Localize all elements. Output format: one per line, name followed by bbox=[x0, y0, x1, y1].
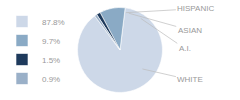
svg-text:87.8%: 87.8% bbox=[42, 18, 65, 27]
svg-text:HISPANIC: HISPANIC bbox=[177, 4, 214, 13]
svg-text:9.7%: 9.7% bbox=[42, 37, 60, 46]
svg-text:1.5%: 1.5% bbox=[42, 56, 60, 65]
svg-text:WHITE: WHITE bbox=[177, 75, 203, 84]
svg-text:A.I.: A.I. bbox=[179, 44, 191, 53]
svg-text:ASIAN: ASIAN bbox=[178, 26, 202, 35]
svg-text:0.9%: 0.9% bbox=[42, 75, 60, 84]
